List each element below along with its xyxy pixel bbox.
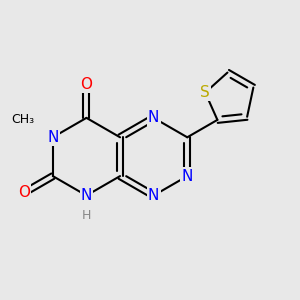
Text: N: N <box>47 130 58 145</box>
Text: N: N <box>81 188 92 203</box>
Text: CH₃: CH₃ <box>11 113 34 126</box>
Text: O: O <box>80 77 92 92</box>
Text: O: O <box>18 185 30 200</box>
Text: N: N <box>148 188 159 203</box>
Text: N: N <box>148 110 159 125</box>
Text: H: H <box>82 209 91 222</box>
Text: N: N <box>182 169 193 184</box>
Text: S: S <box>200 85 210 100</box>
